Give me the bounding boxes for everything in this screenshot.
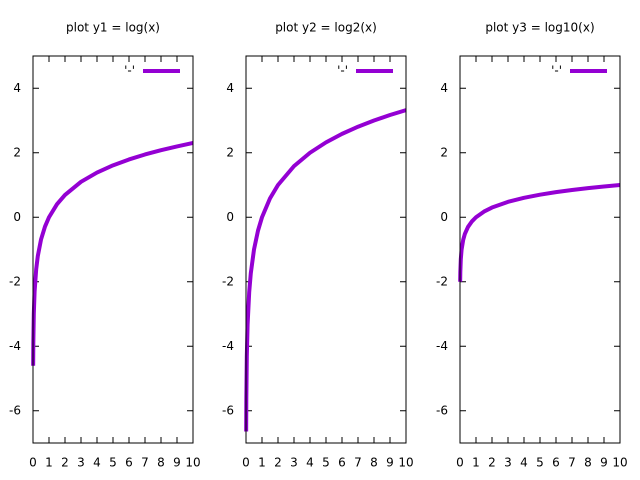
y-tick-label: 2 <box>226 145 234 159</box>
y-tick-label: 2 <box>13 145 21 159</box>
x-tick-label: 2 <box>274 456 282 470</box>
x-tick-label: 7 <box>354 456 362 470</box>
chart-title: plot y3 = log10(x) <box>485 21 594 35</box>
y-tick-label: -2 <box>222 274 234 288</box>
x-tick-label: 3 <box>504 456 512 470</box>
x-tick-label: 10 <box>398 456 413 470</box>
x-tick-label: 8 <box>584 456 592 470</box>
y-tick-label: -6 <box>436 403 448 417</box>
y-tick-label: 4 <box>226 81 234 95</box>
x-tick-label: 6 <box>125 456 133 470</box>
x-tick-label: 10 <box>185 456 200 470</box>
x-tick-label: 4 <box>306 456 314 470</box>
y-tick-label: -4 <box>222 339 234 353</box>
x-tick-label: 1 <box>45 456 53 470</box>
x-tick-label: 2 <box>61 456 69 470</box>
chart-title: plot y1 = log(x) <box>66 21 160 35</box>
x-tick-label: 8 <box>157 456 165 470</box>
y-tick-label: 0 <box>13 210 21 224</box>
legend-label: '-' <box>337 64 348 78</box>
y-tick-label: 4 <box>13 81 21 95</box>
data-line <box>244 108 407 432</box>
x-tick-label: 1 <box>472 456 480 470</box>
x-tick-label: 0 <box>242 456 250 470</box>
y-tick-label: -4 <box>436 339 448 353</box>
x-tick-label: 0 <box>456 456 464 470</box>
x-tick-label: 4 <box>520 456 528 470</box>
x-tick-label: 9 <box>600 456 608 470</box>
x-tick-label: 6 <box>338 456 346 470</box>
x-tick-label: 3 <box>77 456 85 470</box>
x-tick-label: 9 <box>386 456 394 470</box>
x-tick-label: 9 <box>173 456 181 470</box>
x-tick-label: 3 <box>290 456 298 470</box>
y-tick-label: -2 <box>436 274 448 288</box>
y-tick-label: -2 <box>9 274 21 288</box>
x-tick-label: 1 <box>258 456 266 470</box>
x-tick-label: 8 <box>370 456 378 470</box>
legend-label: '-' <box>124 64 135 78</box>
data-line <box>458 183 621 282</box>
y-tick-label: -6 <box>9 403 21 417</box>
y-tick-label: 2 <box>440 145 448 159</box>
x-tick-label: 5 <box>322 456 330 470</box>
x-tick-label: 5 <box>109 456 117 470</box>
x-tick-label: 0 <box>29 456 37 470</box>
y-tick-label: -6 <box>222 403 234 417</box>
plot-frame <box>32 55 194 444</box>
legend-label: '-' <box>551 64 562 78</box>
x-tick-label: 2 <box>488 456 496 470</box>
x-tick-label: 7 <box>568 456 576 470</box>
x-tick-label: 6 <box>552 456 560 470</box>
y-tick-label: -4 <box>9 339 21 353</box>
x-tick-label: 5 <box>536 456 544 470</box>
plot-frame <box>245 55 407 444</box>
data-line <box>31 141 194 366</box>
x-tick-label: 4 <box>93 456 101 470</box>
y-tick-label: 4 <box>440 81 448 95</box>
x-tick-label: 10 <box>612 456 627 470</box>
x-tick-label: 7 <box>141 456 149 470</box>
y-tick-label: 0 <box>440 210 448 224</box>
plot-frame <box>459 55 621 444</box>
y-tick-label: 0 <box>226 210 234 224</box>
chart-title: plot y2 = log2(x) <box>275 21 377 35</box>
